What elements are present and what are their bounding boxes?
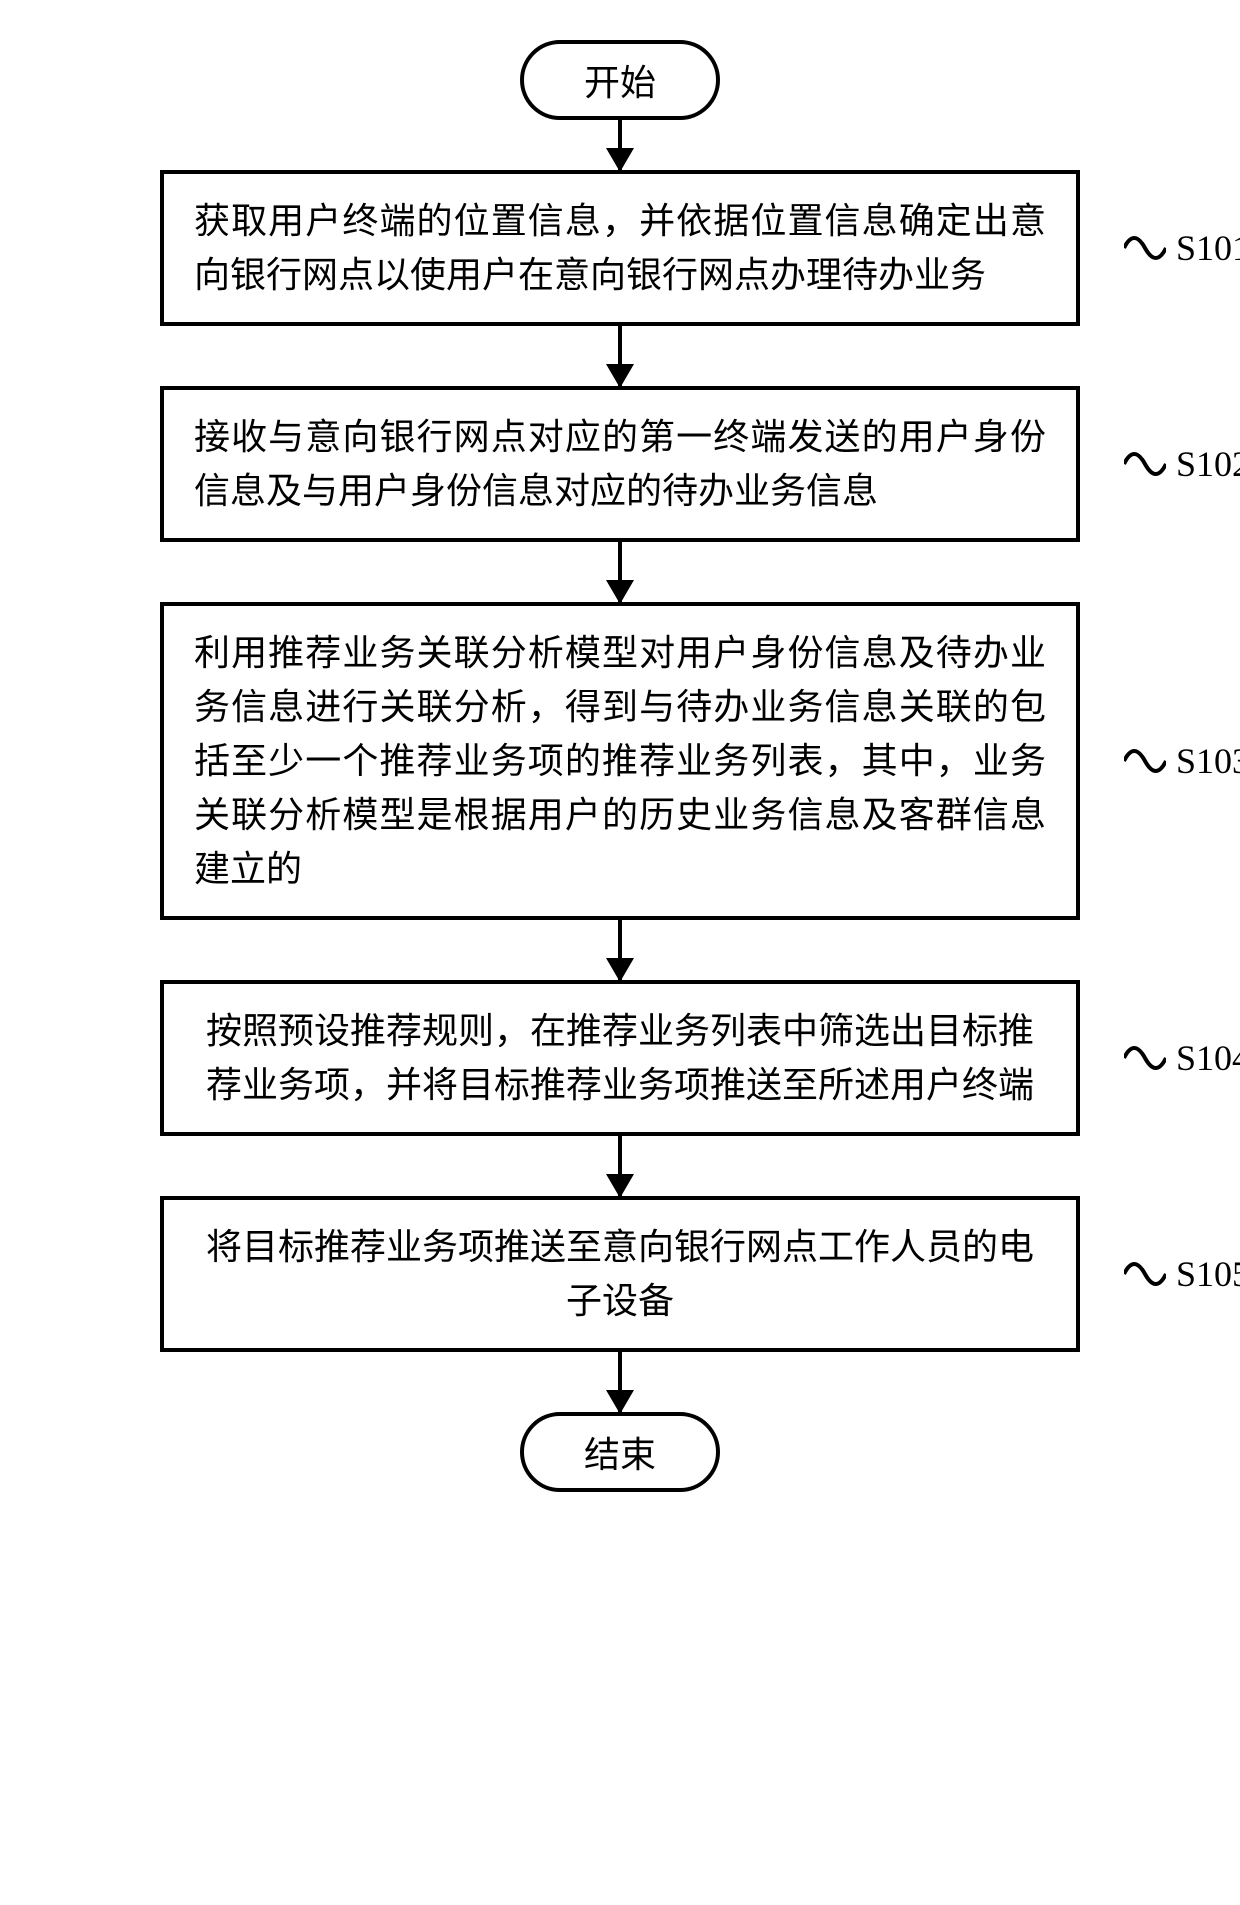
connector-s102 <box>1124 439 1166 489</box>
start-terminator: 开始 <box>520 40 720 120</box>
arrow <box>618 1136 622 1196</box>
step-s101-container: 获取用户终端的位置信息，并依据位置信息确定出意向银行网点以使用户在意向银行网点办… <box>120 170 1120 326</box>
arrow <box>618 542 622 602</box>
arrow <box>618 120 622 170</box>
step-s104-container: 按照预设推荐规则，在推荐业务列表中筛选出目标推荐业务项，并将目标推荐业务项推送至… <box>120 980 1120 1136</box>
step-s102-text: 接收与意向银行网点对应的第一终端发送的用户身份信息及与用户身份信息对应的待办业务… <box>194 417 1046 511</box>
end-label: 结束 <box>584 1426 656 1478</box>
flowchart-container: 开始 获取用户终端的位置信息，并依据位置信息确定出意向银行网点以使用户在意向银行… <box>120 40 1120 1492</box>
step-s105-container: 将目标推荐业务项推送至意向银行网点工作人员的电子设备 S105 <box>120 1196 1120 1352</box>
step-s105-label: S105 <box>1176 1253 1240 1295</box>
step-s102-label: S102 <box>1176 443 1240 485</box>
step-s102-container: 接收与意向银行网点对应的第一终端发送的用户身份信息及与用户身份信息对应的待办业务… <box>120 386 1120 542</box>
end-terminator: 结束 <box>520 1412 720 1492</box>
arrow <box>618 920 622 980</box>
step-s103-label: S103 <box>1176 740 1240 782</box>
step-s101-label: S101 <box>1176 227 1240 269</box>
step-s104-box: 按照预设推荐规则，在推荐业务列表中筛选出目标推荐业务项，并将目标推荐业务项推送至… <box>160 980 1080 1136</box>
step-s104-label: S104 <box>1176 1037 1240 1079</box>
connector-s103 <box>1124 736 1166 786</box>
arrow <box>618 326 622 386</box>
step-s102-box: 接收与意向银行网点对应的第一终端发送的用户身份信息及与用户身份信息对应的待办业务… <box>160 386 1080 542</box>
connector-s101 <box>1124 223 1166 273</box>
start-label: 开始 <box>584 54 656 106</box>
step-s101-box: 获取用户终端的位置信息，并依据位置信息确定出意向银行网点以使用户在意向银行网点办… <box>160 170 1080 326</box>
connector-s105 <box>1124 1249 1166 1299</box>
step-s105-text: 将目标推荐业务项推送至意向银行网点工作人员的电子设备 <box>206 1227 1034 1321</box>
step-s103-container: 利用推荐业务关联分析模型对用户身份信息及待办业务信息进行关联分析，得到与待办业务… <box>120 602 1120 920</box>
step-s104-text: 按照预设推荐规则，在推荐业务列表中筛选出目标推荐业务项，并将目标推荐业务项推送至… <box>206 1011 1034 1105</box>
step-s103-box: 利用推荐业务关联分析模型对用户身份信息及待办业务信息进行关联分析，得到与待办业务… <box>160 602 1080 920</box>
arrow <box>618 1352 622 1412</box>
step-s101-text: 获取用户终端的位置信息，并依据位置信息确定出意向银行网点以使用户在意向银行网点办… <box>194 201 1046 295</box>
step-s105-box: 将目标推荐业务项推送至意向银行网点工作人员的电子设备 <box>160 1196 1080 1352</box>
step-s103-text: 利用推荐业务关联分析模型对用户身份信息及待办业务信息进行关联分析，得到与待办业务… <box>194 633 1046 889</box>
connector-s104 <box>1124 1033 1166 1083</box>
